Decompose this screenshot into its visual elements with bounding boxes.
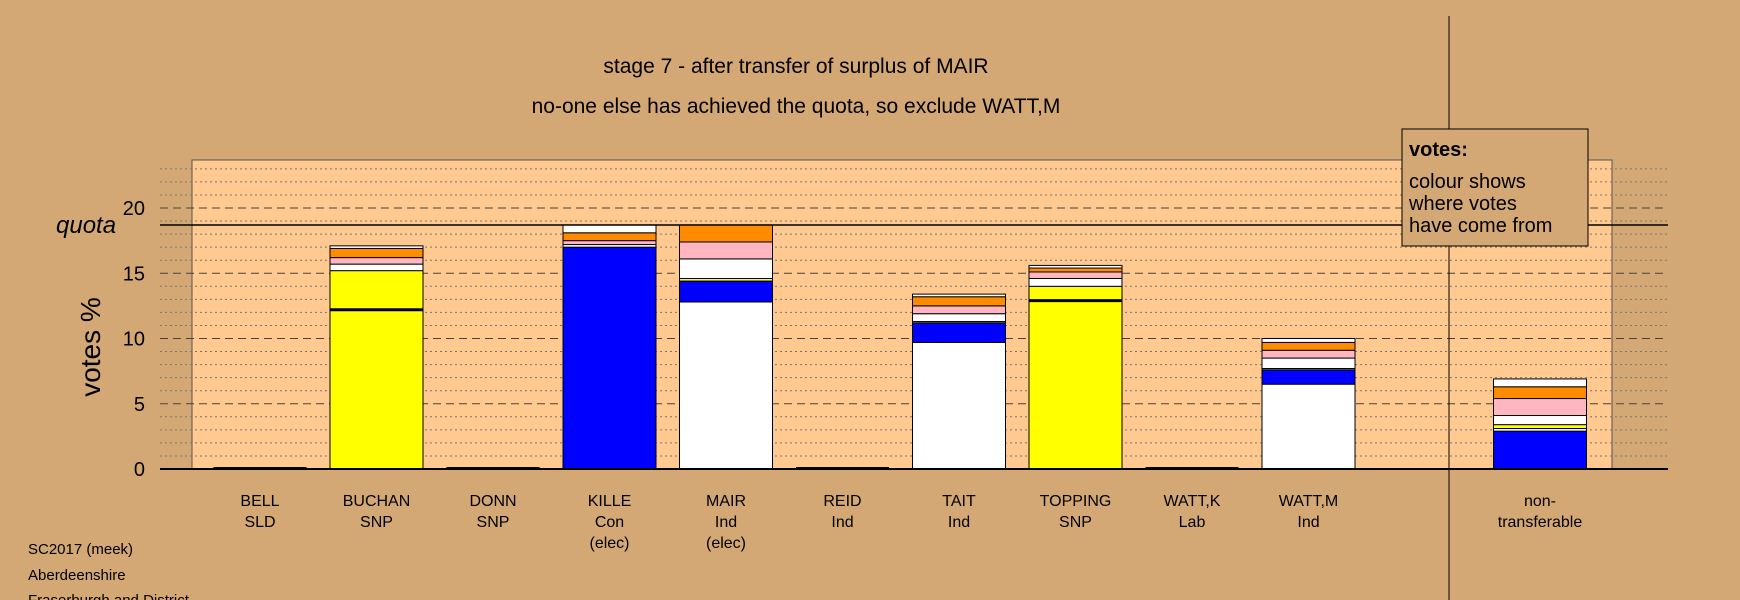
bar-segment — [329, 247, 424, 259]
candidate-name: MAIR — [706, 493, 746, 510]
bar-segment — [679, 258, 773, 279]
candidate-party: SNP — [360, 514, 393, 531]
candidate-name: BELL — [240, 493, 279, 510]
legend: votes: colour shows where votes have com… — [1401, 128, 1589, 247]
bar-segment — [329, 257, 424, 265]
legend-title: votes: — [1409, 139, 1468, 161]
bar-segment — [912, 322, 1006, 343]
bar-segment — [562, 232, 657, 242]
chart-title: stage 7 - after transfer of surplus of M… — [603, 55, 988, 78]
y-tick-label: 15 — [123, 263, 145, 285]
bar-segment — [679, 301, 773, 470]
candidate-name: WATT,K — [1164, 493, 1221, 510]
candidate-name: TOPPING — [1040, 493, 1112, 510]
candidate-name: BUCHAN — [343, 493, 411, 510]
candidate-party: SLD — [244, 514, 275, 531]
bar-segment — [1028, 277, 1123, 287]
bar-segment — [1028, 264, 1123, 269]
bar-segment — [912, 296, 1006, 307]
bar-segment — [1261, 357, 1356, 370]
quota-label: quota — [56, 212, 116, 239]
bar-segment — [679, 280, 773, 303]
bar-segment — [912, 293, 1006, 298]
bars — [213, 224, 1587, 470]
nontransferable-label: transferable — [1498, 514, 1583, 531]
candidate-labels: BELL SLD BUCHAN SNP DONN SNP KILLE Con (elec) MAI… — [240, 493, 1582, 552]
nontransferable-label: non- — [1524, 493, 1556, 510]
bar-segment — [1261, 341, 1356, 351]
bar-segment — [562, 224, 657, 234]
bar-segment — [562, 246, 657, 470]
candidate-party: Lab — [1179, 514, 1206, 531]
legend-line-3: have come from — [1409, 215, 1552, 237]
bar-segment — [1028, 267, 1123, 273]
legend-box — [1401, 128, 1589, 247]
candidate-name: KILLE — [588, 493, 632, 510]
nontransferable-bar-segment — [1493, 386, 1587, 400]
plot-area — [191, 159, 1613, 470]
footer-line-1: SC2017 (meek) — [28, 541, 133, 558]
plot-frame — [191, 159, 1613, 470]
bar-segment — [1261, 349, 1356, 359]
legend-line-2: where votes — [1408, 193, 1517, 215]
candidate-party: Con — [595, 514, 624, 531]
footer-line-3: Fraserburgh and District — [28, 592, 190, 600]
bar-segment — [329, 245, 424, 249]
bar-segment — [1028, 285, 1123, 470]
y-tick-label: 10 — [123, 329, 145, 351]
y-axis-label: votes % — [75, 297, 106, 397]
y-tick-label: 0 — [134, 459, 145, 481]
candidate-name: WATT,M — [1279, 493, 1339, 510]
y-tick-label: 5 — [134, 394, 145, 416]
candidate-party: Ind — [831, 514, 853, 531]
bar-segment — [562, 240, 657, 246]
legend-line-1: colour shows — [1409, 171, 1526, 193]
bar-segment — [1261, 338, 1356, 343]
bar-segment — [1028, 271, 1123, 279]
y-tick-labels: 0 5 10 15 20 — [123, 198, 145, 481]
candidate-party: SNP — [1059, 514, 1092, 531]
candidate-party: Ind — [1297, 514, 1319, 531]
nontransferable-bar-segment — [1493, 424, 1587, 430]
y-tick-label: 20 — [123, 198, 145, 220]
bar-segment — [912, 305, 1006, 315]
candidate-name: REID — [823, 493, 861, 510]
candidate-party: SNP — [477, 514, 510, 531]
bar-segment — [1261, 369, 1356, 385]
nontransferable-bar-segment — [1493, 430, 1587, 470]
candidate-party: Ind — [948, 514, 970, 531]
bar-segment — [329, 263, 424, 272]
candidate-name: DONN — [469, 493, 516, 510]
nontransferable-bar-segment — [1493, 398, 1587, 416]
bar-segment — [912, 313, 1006, 323]
footer-line-2: Aberdeenshire — [28, 567, 126, 584]
candidate-status: (elec) — [589, 535, 629, 552]
candidate-party: Ind — [715, 514, 737, 531]
candidate-status: (elec) — [706, 535, 746, 552]
footer: SC2017 (meek) Aberdeenshire Fraserburgh … — [28, 541, 190, 600]
bar-segment — [1261, 383, 1356, 470]
nontransferable-bar-segment — [1493, 378, 1587, 388]
nontransferable-bar-segment — [1493, 414, 1587, 426]
chart-subtitle: no-one else has achieved the quota, so e… — [532, 95, 1061, 118]
bar-segment — [679, 241, 773, 260]
candidate-name: TAIT — [942, 493, 976, 510]
bar-segment — [329, 270, 424, 470]
bar-segment — [912, 341, 1006, 470]
bar-segment — [679, 224, 773, 243]
